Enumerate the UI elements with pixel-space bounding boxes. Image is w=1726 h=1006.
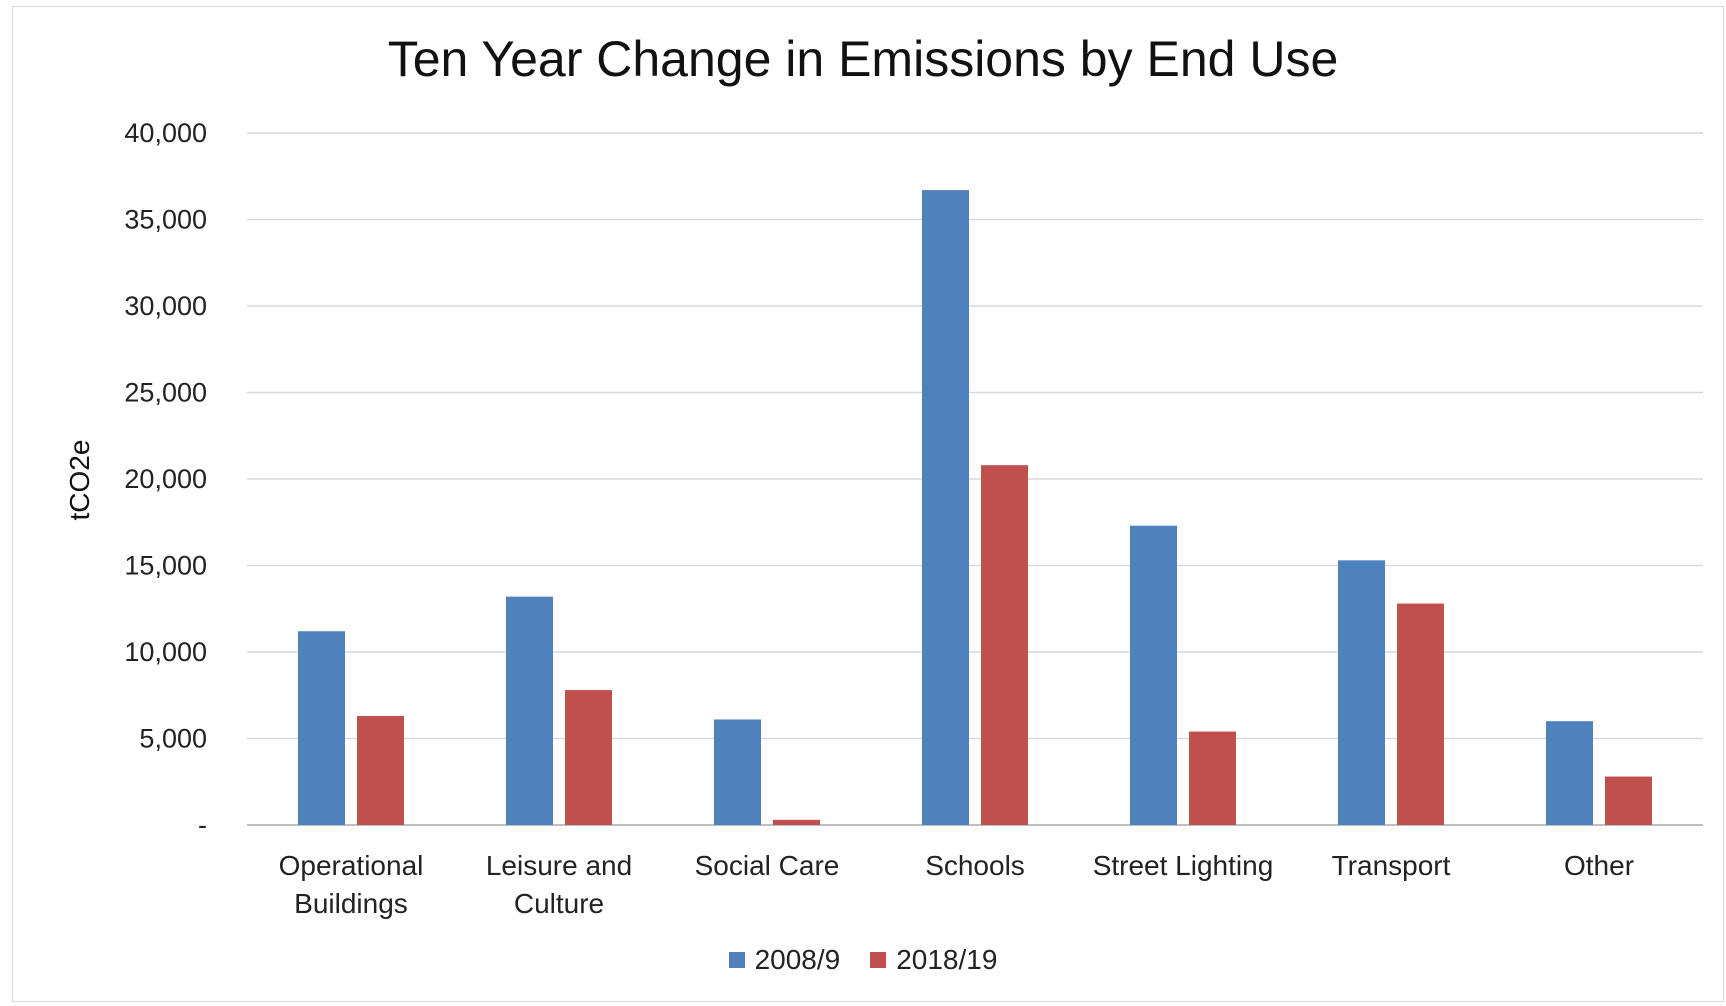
- bar-series-2-cat-7: [1605, 776, 1652, 825]
- x-tick-label: Transport: [1332, 850, 1451, 881]
- legend-item-series-2: 2018/19: [870, 944, 997, 976]
- chart-frame: [12, 6, 1724, 1002]
- legend-swatch-series-1: [728, 952, 745, 968]
- y-tick-label: -: [198, 810, 207, 840]
- legend-label-series-2: 2018/19: [896, 944, 998, 975]
- legend-item-series-1: 2008/9: [728, 944, 841, 976]
- bar-series-2-cat-6: [1397, 603, 1444, 825]
- bar-series-2-cat-5: [1189, 731, 1236, 825]
- y-tick-label: 20,000: [124, 464, 207, 494]
- bar-series-1-cat-6: [1338, 560, 1385, 825]
- y-tick-label: 15,000: [124, 551, 207, 581]
- bar-series-1-cat-2: [506, 596, 553, 825]
- x-tick-label: Other: [1564, 850, 1634, 881]
- x-tick-label: Leisure and: [486, 850, 632, 881]
- chart-title: Ten Year Change in Emissions by End Use: [387, 31, 1339, 87]
- y-tick-labels: - 5,000 10,000 15,000 20,000 25,000 30,000 35,0…: [124, 118, 207, 840]
- x-tick-label: Social Care: [695, 850, 840, 881]
- y-tick-label: 10,000: [124, 637, 207, 667]
- y-tick-label: 40,000: [124, 118, 207, 148]
- y-tick-label: 25,000: [124, 378, 207, 408]
- bar-series-1-cat-3: [714, 719, 761, 825]
- y-tick-label: 5,000: [139, 724, 207, 754]
- legend-swatch-series-2: [870, 952, 887, 968]
- bar-series-2-cat-1: [357, 716, 404, 825]
- x-tick-label: Buildings: [294, 888, 408, 919]
- bars: [298, 190, 1652, 826]
- bar-series-2-cat-2: [565, 690, 612, 825]
- y-tick-label: 30,000: [124, 291, 207, 321]
- x-tick-labels: Operational Buildings Leisure and Culture So…: [279, 850, 1634, 919]
- bar-series-1-cat-1: [298, 631, 345, 825]
- gridlines: [247, 132, 1703, 826]
- x-tick-label: Street Lighting: [1093, 850, 1274, 881]
- x-tick-label: Schools: [925, 850, 1025, 881]
- x-tick-label: Culture: [514, 888, 604, 919]
- bar-series-1-cat-5: [1130, 525, 1177, 825]
- bar-series-2-cat-4: [981, 465, 1028, 825]
- y-tick-label: 35,000: [124, 205, 207, 235]
- bar-series-1-cat-7: [1546, 721, 1593, 825]
- bar-series-1-cat-4: [922, 190, 969, 826]
- legend: 2008/9 2018/19: [0, 944, 1726, 976]
- bar-series-2-cat-3: [773, 819, 820, 825]
- legend-label-series-1: 2008/9: [754, 944, 841, 975]
- x-tick-label: Operational: [279, 850, 424, 881]
